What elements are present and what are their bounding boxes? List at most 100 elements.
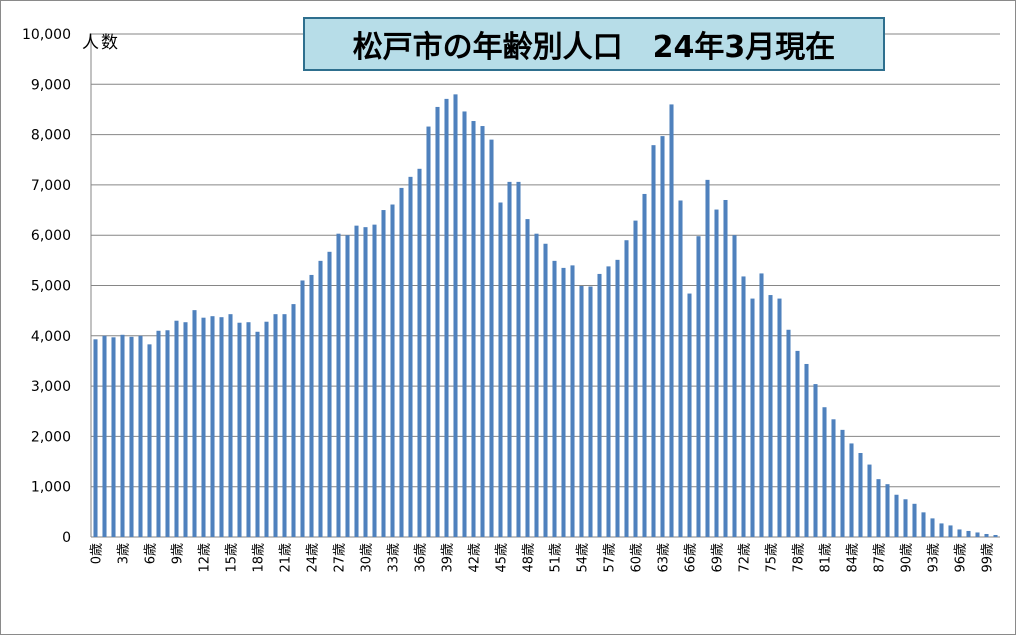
x-tick-label: 6歳 [144,543,159,564]
bar [174,320,179,537]
bar [426,126,431,537]
bar [327,251,332,537]
x-tick-label: 39歳 [441,543,456,573]
bar [498,202,503,537]
bar [579,286,584,537]
bar [336,233,341,538]
x-tick-label: 72歳 [738,543,753,573]
bar [633,220,638,537]
y-tick-label: 4,000 [31,329,71,345]
x-tick-label: 18歳 [252,543,267,573]
bar [471,121,476,538]
x-tick-label: 87歳 [873,543,888,573]
bar [840,429,845,537]
y-tick-label: 0 [62,530,71,546]
bar [813,384,818,537]
x-tick-label: 84歳 [846,543,861,573]
bar [651,145,656,537]
bar [156,330,161,537]
bar [885,484,890,537]
x-tick-label: 60歳 [630,543,645,573]
bar [984,533,989,537]
bar [93,339,98,537]
bar [408,176,413,538]
x-tick-label: 54歳 [576,543,591,573]
bar [462,111,467,537]
bar [264,321,269,537]
bar [705,179,710,537]
bar [534,233,539,538]
bar [372,224,377,537]
bar [768,295,773,537]
bar [183,322,188,537]
bar [210,316,215,537]
y-tick-label: 7,000 [31,178,71,194]
x-tick-label: 0歳 [90,543,105,564]
bar [759,273,764,537]
bar [111,337,116,537]
bar [444,98,449,538]
x-tick-label: 30歳 [360,543,375,573]
bar [525,219,530,537]
bar [786,329,791,537]
bar [165,330,170,537]
x-tick-label: 93歳 [927,543,942,573]
bar [921,512,926,537]
bar [399,187,404,537]
x-tick-label: 63歳 [657,543,672,573]
bar [570,265,575,537]
bar [417,168,422,537]
bar [246,322,251,537]
bar [660,136,665,537]
bar [561,267,566,537]
x-tick-label: 99歳 [981,543,996,573]
bar [219,317,224,537]
y-axis-label: 人数 [82,33,120,53]
x-tick-label: 48歳 [522,543,537,573]
bar [714,209,719,537]
bar [795,350,800,537]
bar [192,310,197,537]
y-tick-label: 6,000 [31,228,71,244]
x-tick-label: 78歳 [792,543,807,573]
bar [138,335,143,537]
bar [903,499,908,537]
x-tick-label: 12歳 [198,543,213,573]
x-tick-label: 36歳 [414,543,429,573]
bar [237,322,242,537]
bar [993,534,998,537]
bar [957,529,962,537]
bar [894,494,899,537]
bar [102,335,107,537]
x-tick-label: 75歳 [765,543,780,573]
bar [606,266,611,537]
bar [642,193,647,538]
bar [858,452,863,537]
bar [975,532,980,537]
bar [318,260,323,537]
bar [228,314,233,537]
bar [273,314,278,537]
bar [822,407,827,537]
bar [363,227,368,538]
bar [876,479,881,537]
chart-title: 松戸市の年齢別人口 24年3月現在 [303,17,885,71]
bar [552,260,557,537]
x-tick-label: 51歳 [549,543,564,573]
x-tick-label: 33歳 [387,543,402,573]
bar [516,181,521,537]
x-tick-label: 66歳 [684,543,699,573]
bar [930,518,935,537]
bar [354,225,359,537]
bar [867,464,872,537]
x-tick-label: 3歳 [117,543,132,564]
bar [255,331,260,537]
bar [777,298,782,537]
x-tick-label: 27歳 [333,543,348,573]
bar [588,286,593,537]
bar [147,344,152,537]
y-tick-label: 8,000 [31,128,71,144]
x-tick-label: 42歳 [468,543,483,573]
x-tick-label: 81歳 [819,543,834,573]
